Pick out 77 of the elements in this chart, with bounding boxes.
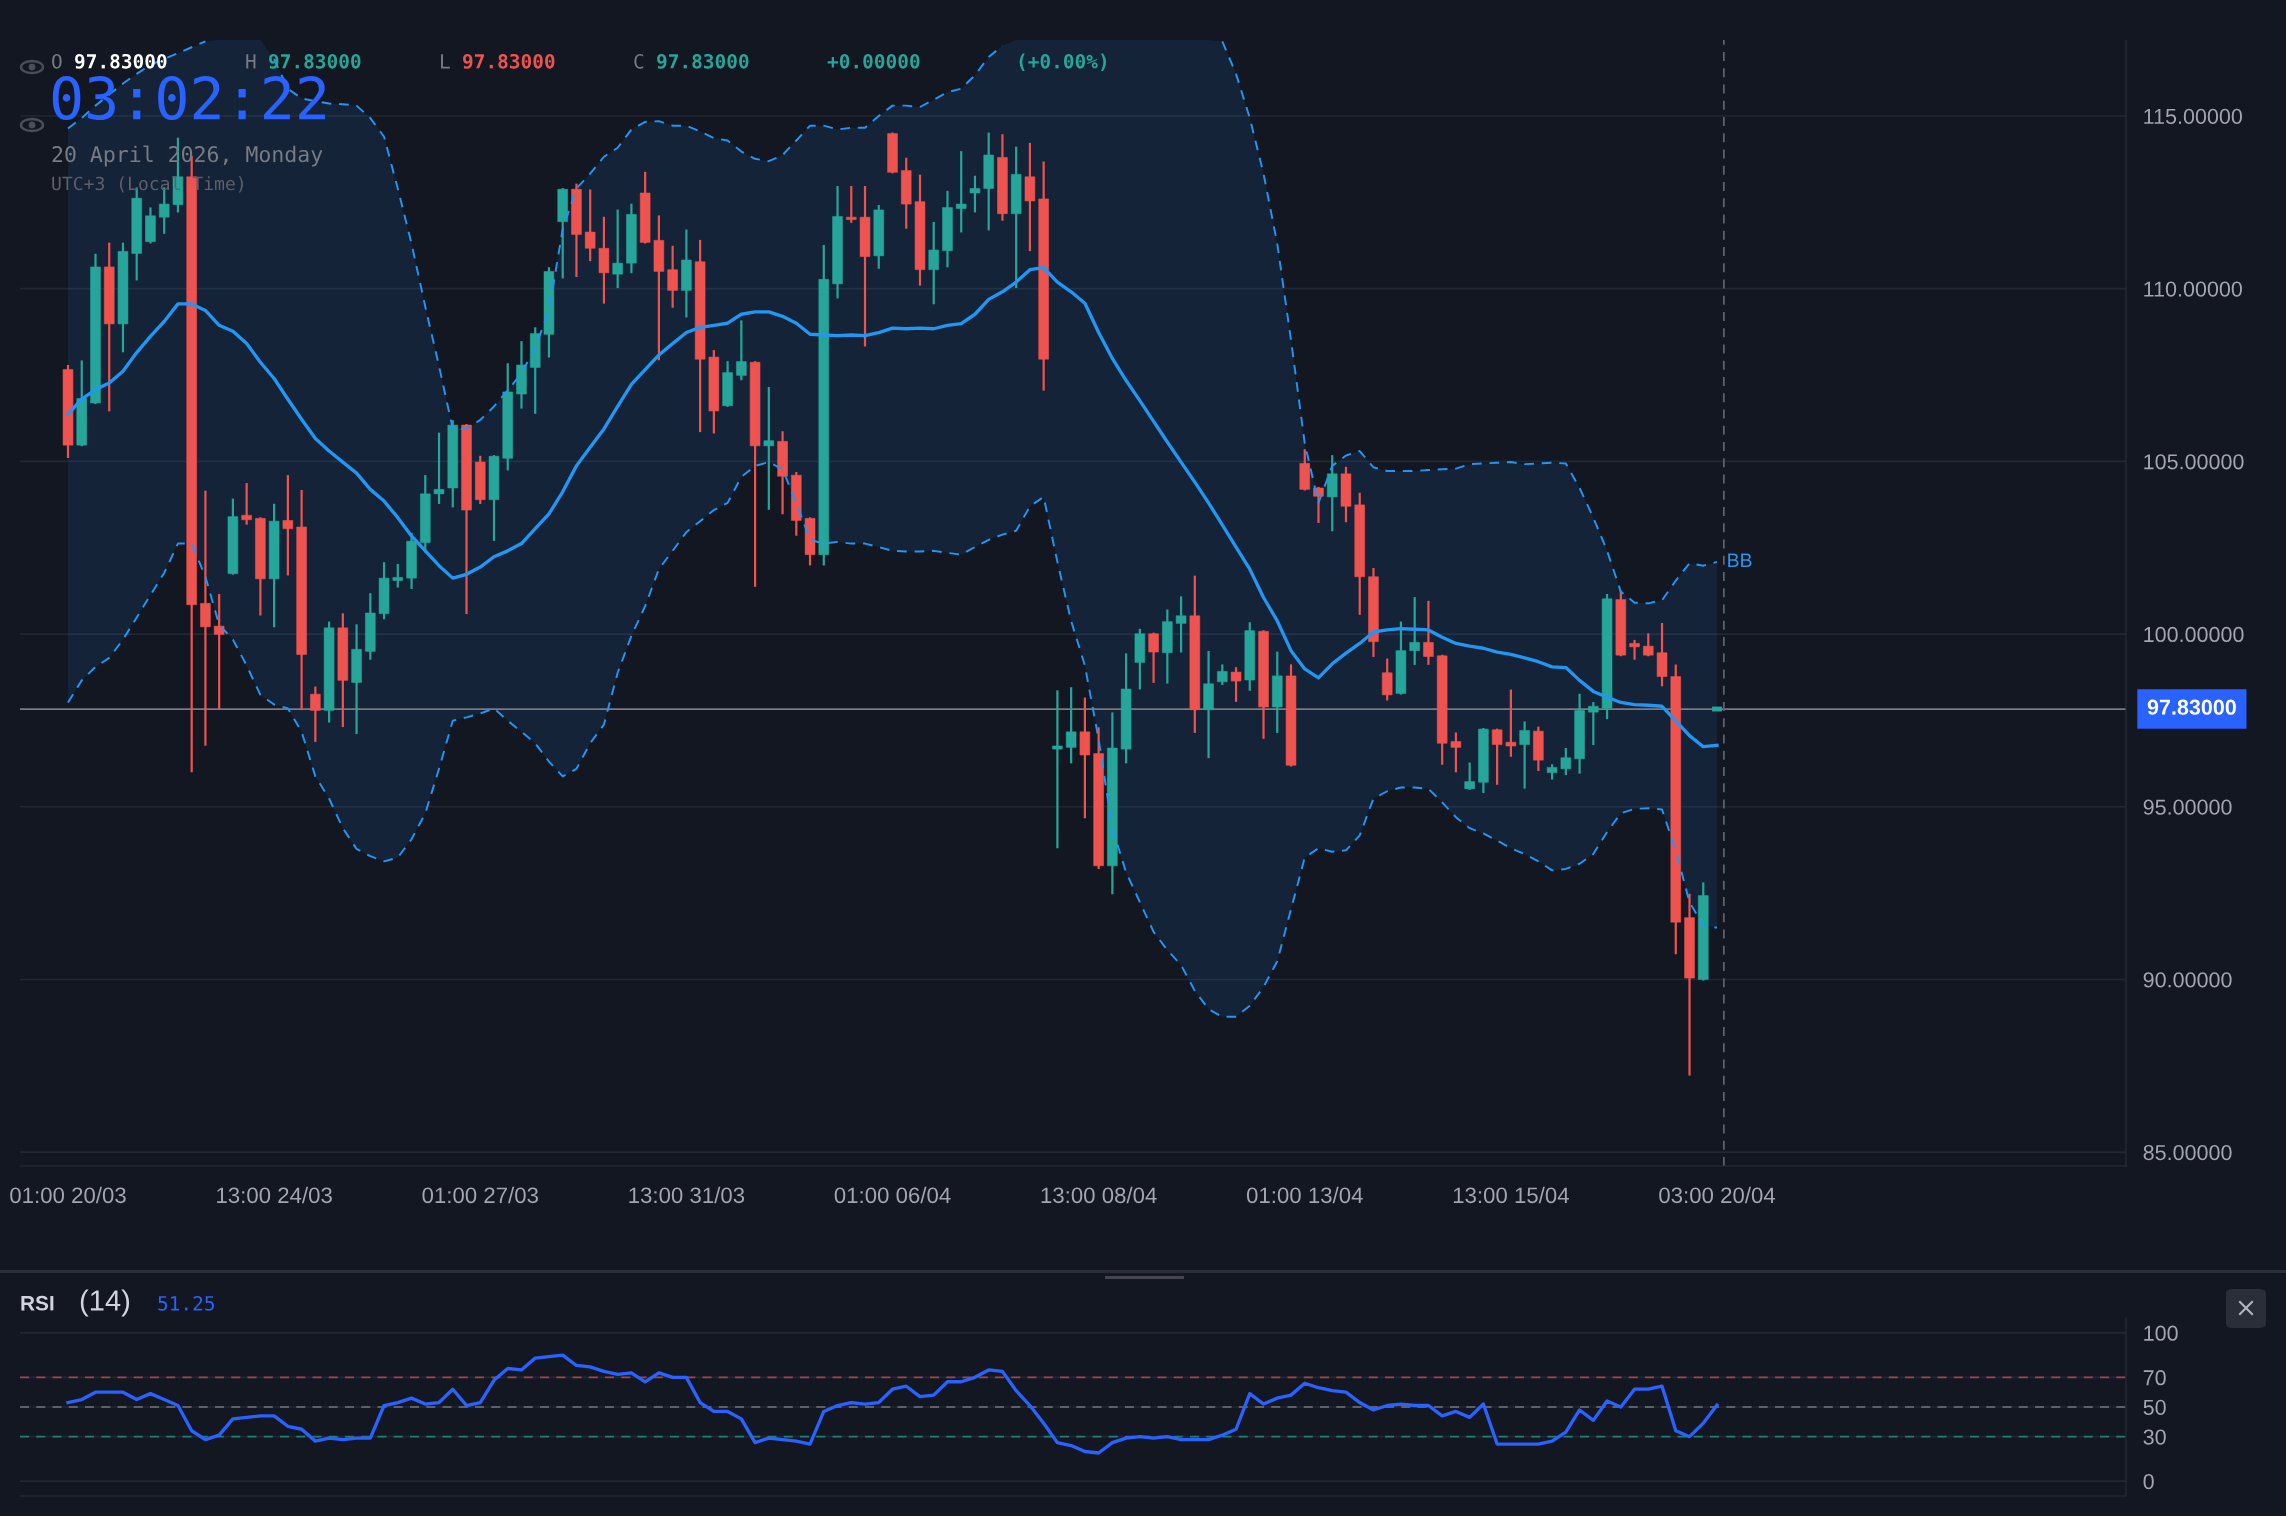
candlestick [955, 151, 967, 233]
candlestick [1217, 664, 1228, 685]
candlestick [1519, 721, 1530, 789]
candlestick [763, 387, 775, 510]
x-tick-label: 01:00 20/03 [10, 1186, 126, 1204]
candlestick [241, 483, 252, 525]
candlestick [612, 209, 623, 289]
x-tick-label: 01:00 13/04 [1246, 1186, 1363, 1204]
candlestick [213, 593, 225, 710]
y-tick-label: 90.00000 [2143, 972, 2232, 988]
candlestick [584, 189, 596, 262]
x-tick-label: 01:00 27/03 [422, 1186, 538, 1204]
annotation: 97.83000 [463, 53, 555, 69]
y-tick-label: 100.00000 [2144, 626, 2244, 643]
line-series [66, 1353, 1719, 1455]
annotation: +0.00000 [827, 53, 920, 69]
candlestick [846, 186, 857, 223]
ref-line-label: 97.83000 [2147, 699, 2236, 715]
candlestick [1629, 639, 1640, 660]
candlestick [433, 432, 445, 504]
candlestick [1464, 762, 1475, 790]
candlestick [1588, 702, 1599, 746]
candlestick [667, 245, 678, 308]
annotation: O [52, 53, 62, 69]
line-series [66, 265, 1719, 749]
candlestick [1643, 633, 1654, 657]
x-tick-label: 13:00 24/03 [217, 1186, 332, 1204]
candlestick [310, 686, 321, 742]
y-tick-label: 105.00000 [2144, 454, 2244, 470]
candlestick [1450, 732, 1462, 773]
candlestick [1052, 690, 1063, 849]
annotation: 97.83000 [75, 53, 167, 69]
chart-title: RSI [21, 1295, 54, 1311]
candlestick [1065, 687, 1077, 764]
candlestick [200, 490, 211, 746]
y-tick-label: 50 [2143, 1399, 2166, 1416]
candlestick [1409, 597, 1420, 665]
annotation: 97.83000 [269, 53, 361, 69]
y-tick-label: 85.00000 [2143, 1144, 2232, 1161]
y-tick-label: 30 [2143, 1429, 2166, 1445]
annotation: C [634, 53, 644, 69]
annotation: H [246, 54, 256, 69]
candlestick [1175, 596, 1187, 653]
y-tick-label: 0 [2143, 1473, 2154, 1490]
y-tick-label: 100 [2144, 1325, 2178, 1341]
y-tick-label: 115.00000 [2144, 108, 2242, 124]
candlestick [1560, 747, 1572, 776]
candlestick [392, 563, 404, 588]
candlestick [1148, 632, 1159, 683]
candlestick [1230, 667, 1242, 702]
candlestick [1505, 689, 1517, 757]
candlestick [1656, 622, 1668, 687]
x-tick-label: 13:00 15/04 [1453, 1186, 1569, 1204]
candlestick [1491, 728, 1503, 785]
candlestick [928, 221, 939, 305]
annotation: L [441, 54, 450, 69]
candlestick [1079, 697, 1091, 819]
y-tick-label: 110.00000 [2144, 281, 2242, 297]
x-tick-label: 13:00 31/03 [629, 1186, 745, 1204]
candlestick [1327, 455, 1338, 532]
y-tick-label: 70 [2143, 1370, 2166, 1386]
candlestick [736, 320, 747, 381]
x-tick-label: 13:00 08/04 [1041, 1186, 1157, 1204]
y-tick-label: 95.00000 [2143, 799, 2232, 815]
candlestick [282, 475, 294, 576]
x-tick-label: 03:00 20/04 [1659, 1186, 1776, 1204]
text: 51.25 [158, 1295, 214, 1311]
x-tick-label: 01:00 06/04 [834, 1186, 951, 1204]
annotation: (+0.00%) [1019, 53, 1107, 71]
chart-subtitle: (14) [80, 1289, 130, 1317]
candlestick [969, 175, 981, 213]
annotation: 03:02:22 [52, 75, 325, 121]
candlestick [1423, 600, 1434, 665]
annotation: 97.83000 [657, 53, 749, 69]
line-series [67, 461, 1718, 1018]
text: BB [1728, 553, 1752, 567]
candlestick [1381, 658, 1393, 701]
